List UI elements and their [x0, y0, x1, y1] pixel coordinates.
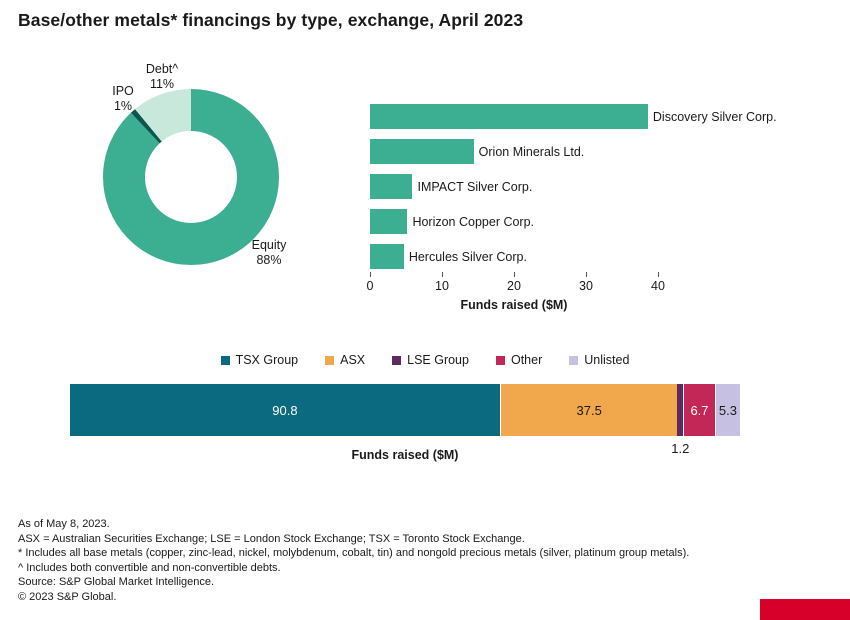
legend-swatch [495, 355, 505, 365]
bar-row: Orion Minerals Ltd. [370, 139, 800, 164]
company-x-axis: 0 10 20 30 40 [366, 272, 665, 298]
axis-tick-mark [658, 272, 659, 277]
legend-label: Other [510, 353, 543, 367]
sp-global-red-block [760, 599, 850, 620]
donut-label-pct: 1% [113, 98, 133, 113]
bar-row: Horizon Copper Corp. [370, 209, 800, 234]
legend-swatch [325, 355, 335, 365]
donut-svg [103, 89, 279, 265]
chart-title: Base/other metals* financings by type, e… [18, 10, 524, 30]
donut-label-equity: Equity 88% [238, 238, 300, 268]
bar-row: Hercules Silver Corp. [370, 244, 800, 269]
exchange-legend: TSX Group ASX LSE Group Other Unlisted [0, 353, 850, 367]
legend-swatch [569, 355, 579, 365]
bar-row: IMPACT Silver Corp. [370, 174, 800, 199]
footnote-line: Source: S&P Global Market Intelligence. [18, 576, 215, 588]
donut-label-text: Equity [251, 238, 287, 252]
footnote-line: ^ Includes both convertible and non-conv… [18, 561, 281, 574]
stacked-segment-asx: 37.5 [499, 384, 678, 436]
donut-label-pct: 88% [256, 252, 282, 267]
axis-tick-mark [514, 272, 515, 277]
company-x-axis-label: Funds raised ($M) [460, 298, 568, 312]
donut-label-debt: Debt^ 11% [127, 62, 197, 92]
company-bar [370, 209, 408, 234]
company-bar-label: Hercules Silver Corp. [408, 249, 527, 264]
footnote-line: As of May 8, 2023. [18, 518, 110, 530]
stacked-segment-other: 6.7 [683, 384, 715, 436]
legend-label: ASX [340, 353, 366, 367]
segment-value-label: 90.8 [272, 402, 298, 418]
axis-tick-mark [370, 272, 371, 277]
legend-item: LSE Group [392, 353, 469, 367]
company-bar [370, 139, 474, 164]
segment-value-label: 6.7 [690, 402, 709, 418]
bar-row: Discovery Silver Corp. [370, 104, 800, 129]
donut-chart [101, 87, 281, 267]
company-bar-label: Horizon Copper Corp. [412, 214, 535, 229]
legend-label: LSE Group [407, 353, 469, 367]
company-bar-label: IMPACT Silver Corp. [417, 179, 533, 194]
donut-label-text: IPO [112, 84, 134, 98]
legend-label: Unlisted [584, 353, 630, 367]
axis-tick-mark [442, 272, 443, 277]
legend-swatch [392, 355, 402, 365]
legend-swatch [220, 355, 230, 365]
company-bar [370, 104, 648, 129]
segment-value-label-below: 1.2 [671, 441, 690, 456]
company-bars: Discovery Silver Corp. Orion Minerals Ltd… [370, 104, 800, 269]
legend-item: ASX [325, 353, 365, 367]
axis-tick-mark [586, 272, 587, 277]
axis-tick-label: 0 [366, 279, 374, 293]
company-bar-label: Discovery Silver Corp. [652, 109, 777, 124]
company-bar-chart: Discovery Silver Corp. Orion Minerals Ltd… [367, 104, 800, 312]
legend-item: TSX Group [220, 353, 299, 367]
footnote-line: © 2023 S&P Global. [18, 590, 117, 603]
exchange-stacked-bar: 90.8 37.5 1.2 6.7 5.3 [70, 384, 740, 456]
stacked-x-axis-label: Funds raised ($M) [351, 448, 459, 462]
segment-value-label: 5.3 [718, 402, 737, 418]
company-bar [370, 244, 404, 269]
company-bar [370, 174, 413, 199]
axis-tick-label: 10 [435, 279, 449, 293]
segment-value-label: 37.5 [576, 402, 602, 418]
axis-tick-label: 20 [507, 279, 521, 293]
donut-label-pct: 11% [149, 76, 175, 91]
axis-tick-label: 30 [579, 279, 593, 293]
stacked-segment-lsegroup [677, 384, 684, 436]
donut-label-ipo: IPO 1% [98, 84, 148, 114]
donut-label-text: Debt^ [145, 62, 179, 76]
footnote-line: * Includes all base metals (copper, zinc… [18, 547, 690, 559]
donut-segment-debt [103, 89, 279, 265]
axis-tick-label: 40 [651, 279, 665, 293]
stacked-segment-tsxgroup: 90.8 [70, 384, 500, 436]
footnote-line: ASX = Australian Securities Exchange; LS… [18, 532, 525, 545]
footnotes: As of May 8, 2023. ASX = Australian Secu… [18, 517, 689, 604]
legend-label: TSX Group [235, 353, 299, 367]
company-bar-label: Orion Minerals Ltd. [478, 144, 585, 159]
stacked-segment-unlisted: 5.3 [714, 384, 740, 436]
legend-item: Unlisted [569, 353, 629, 367]
legend-item: Other [495, 353, 543, 367]
